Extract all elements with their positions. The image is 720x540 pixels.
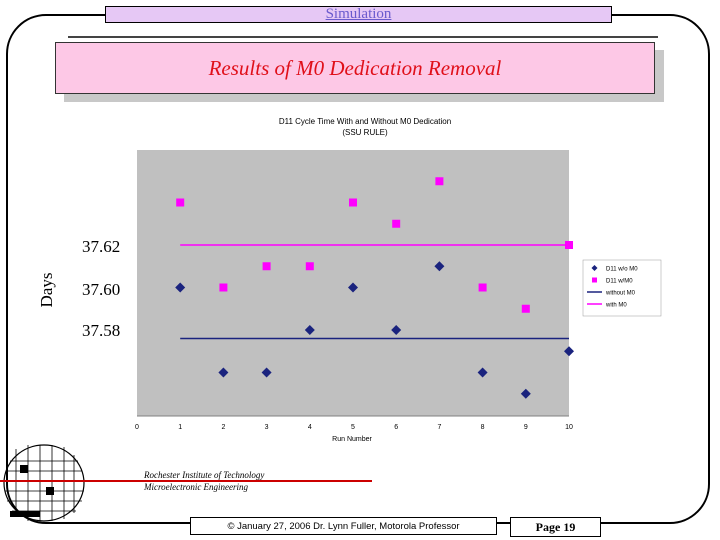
- data-point: [564, 346, 574, 357]
- x-tick-label: 8: [481, 424, 485, 431]
- footer-department: Microelectronic Engineering: [144, 482, 249, 492]
- data-point: [262, 262, 271, 271]
- footer-rule: [0, 480, 372, 482]
- x-tick-label: 1: [178, 424, 182, 431]
- data-point: [434, 261, 445, 272]
- legend: D11 w/o M0 D11 w/M0 without M0 with M0: [587, 265, 638, 309]
- data-point: [391, 325, 402, 335]
- footer-institution: Rochester Institute of Technology: [144, 470, 265, 480]
- data-point: [218, 367, 229, 378]
- data-point: [305, 262, 314, 271]
- legend-symbol: [591, 265, 598, 271]
- legend-label: without M0: [605, 291, 636, 297]
- data-point: [521, 304, 530, 313]
- data-marks: [175, 177, 574, 399]
- x-tick-label: 10: [565, 424, 573, 431]
- data-point: [348, 282, 358, 293]
- data-point: [349, 198, 357, 207]
- chart-title: D11 Cycle Time With and Without M0 Dedic…: [279, 117, 451, 126]
- data-point: [175, 282, 186, 293]
- y-label-37-62: 37.62: [82, 237, 120, 256]
- y-label-37-58: 37.58: [82, 321, 120, 340]
- x-tick-label: 7: [437, 424, 441, 431]
- data-point: [477, 367, 488, 378]
- section-banner: Simulation: [105, 6, 612, 23]
- x-tick-label: 5: [351, 424, 355, 431]
- data-point: [176, 198, 185, 207]
- y-label-37-60: 37.60: [82, 280, 120, 299]
- data-point: [304, 325, 315, 335]
- data-point: [435, 177, 444, 186]
- page-number: Page 19: [510, 517, 601, 537]
- x-tick-label: 2: [221, 424, 225, 431]
- data-point: [392, 219, 401, 228]
- data-point: [219, 283, 228, 292]
- data-point: [478, 283, 487, 292]
- data-point: [520, 388, 531, 399]
- slide-title: Results of M0 Dedication Removal: [208, 55, 502, 80]
- rit-logo: [2, 437, 92, 528]
- chart-subtitle: (SSU RULE): [342, 128, 388, 137]
- data-point: [565, 241, 573, 249]
- x-tick-label: 0: [135, 424, 139, 431]
- legend-label: with M0: [605, 303, 627, 309]
- x-tick-label: 3: [265, 424, 269, 431]
- x-tick-labels: 0 1 2 3 4 5 6 7 8 9 10: [135, 424, 573, 431]
- divider-top: [68, 36, 658, 38]
- data-point: [261, 367, 272, 378]
- y-axis-title: Days: [37, 273, 56, 308]
- legend-symbol: [592, 277, 597, 283]
- x-tick-label: 9: [524, 424, 528, 431]
- slide-title-box: Results of M0 Dedication Removal: [55, 42, 655, 94]
- legend-label: D11 w/o M0: [606, 267, 638, 273]
- x-tick-label: 4: [308, 424, 312, 431]
- copyright-box: © January 27, 2006 Dr. Lynn Fuller, Moto…: [190, 517, 497, 535]
- x-axis-label: Run Number: [332, 436, 372, 443]
- legend-label: D11 w/M0: [606, 279, 633, 285]
- x-tick-label: 6: [394, 424, 398, 431]
